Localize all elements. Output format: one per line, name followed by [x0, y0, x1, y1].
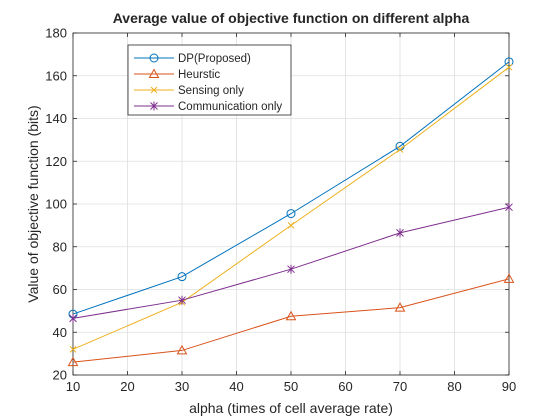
data-point: [396, 146, 404, 153]
data-point: [177, 272, 187, 282]
y-tick-label: 140: [45, 111, 67, 126]
legend-box: [127, 44, 292, 116]
axis-ticks: 10 20 30 40 50 60 70 80 902040608010012014016018…: [45, 26, 516, 395]
y-tick-label: 60: [53, 282, 67, 297]
y-tick-label: 40: [53, 325, 67, 340]
y-axis-title: Value of objective function (bits): [25, 105, 41, 302]
series-3: [69, 202, 513, 323]
x-tick-label: 20: [120, 379, 134, 394]
x-tick-label: 30: [175, 379, 189, 394]
legend-label: Communication only: [178, 101, 282, 113]
legend-item: DP(Proposed): [134, 53, 251, 65]
legend-swatch-marker: [150, 101, 158, 111]
data-point: [503, 273, 515, 283]
legend: DP(Proposed) Heurstic Sensing only Communic…: [127, 44, 292, 116]
legend-label: Heurstic: [178, 69, 220, 81]
data-point: [505, 202, 513, 212]
legend-swatch-marker: [148, 68, 160, 78]
x-tick-label: 60: [338, 379, 352, 394]
y-tick-label: 180: [45, 26, 67, 41]
legend-label: Sensing only: [178, 85, 244, 97]
series-line: [72, 61, 510, 315]
y-tick-label: 100: [45, 197, 67, 212]
series-2: [69, 63, 513, 353]
data-point: [505, 63, 513, 71]
series-line: [72, 278, 510, 363]
x-tick-label: 90: [502, 379, 516, 394]
y-tick-label: 20: [53, 368, 67, 383]
data-point: [287, 222, 295, 229]
legend-item: Heurstic: [134, 68, 220, 81]
x-tick-label: 10: [66, 379, 80, 394]
y-tick-label: 80: [53, 239, 67, 254]
y-tick-label: 120: [45, 154, 67, 169]
data-point: [504, 57, 514, 67]
data-point: [69, 345, 77, 353]
legend-swatch-marker: [149, 53, 159, 63]
chart-title: Average value of objective function on d…: [113, 10, 470, 26]
data-point: [69, 313, 77, 323]
series-layer: [67, 57, 515, 367]
data-point: [67, 356, 79, 367]
x-axis-title: alpha (times of cell average rate): [189, 400, 393, 416]
legend-swatch-marker: [150, 86, 158, 94]
data-point: [285, 310, 297, 321]
series-1: [67, 273, 515, 367]
data-point: [286, 209, 296, 219]
legend-label: DP(Proposed): [178, 53, 251, 65]
legend-item: Sensing only: [134, 85, 244, 97]
data-point: [287, 264, 295, 274]
y-tick-label: 160: [45, 68, 67, 83]
data-point: [396, 228, 404, 238]
data-point: [176, 344, 188, 355]
x-tick-label: 80: [447, 379, 461, 394]
data-point: [394, 302, 406, 312]
x-tick-label: 50: [284, 379, 298, 394]
data-point: [178, 295, 186, 305]
legend-item: Communication only: [134, 101, 282, 113]
x-tick-label: 40: [229, 379, 243, 394]
x-tick-label: 70: [393, 379, 407, 394]
